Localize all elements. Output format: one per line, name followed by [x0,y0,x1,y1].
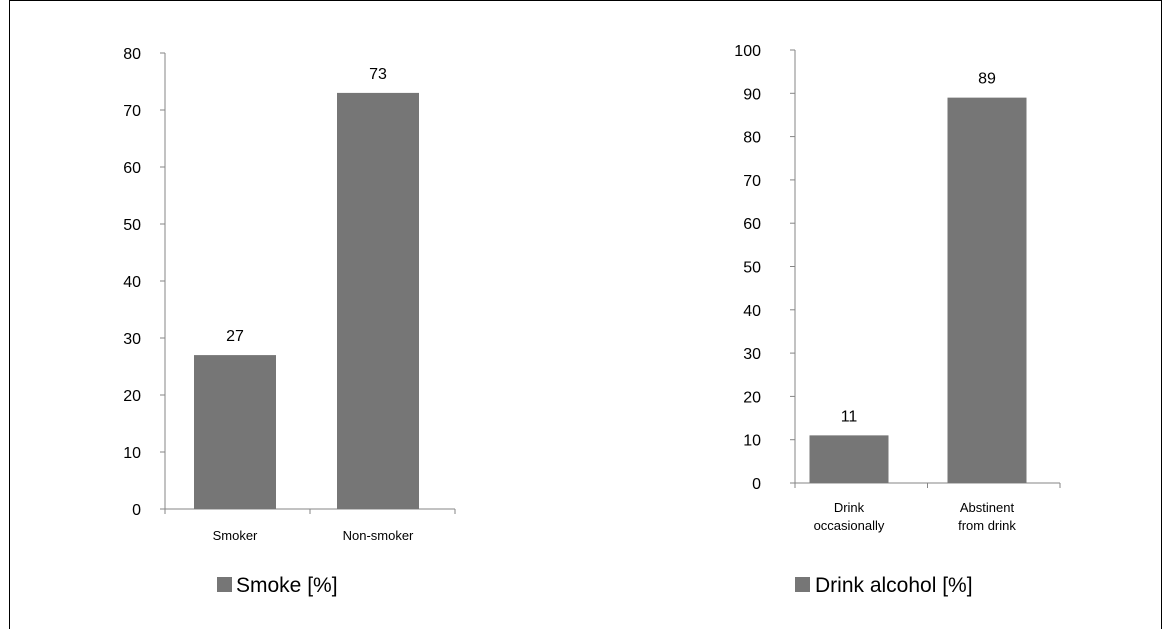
category-label: Non-smoker [343,528,414,543]
y-tick-label: 100 [734,43,761,60]
y-tick-label: 0 [132,502,141,519]
y-tick-label: 70 [123,103,141,120]
legend-swatch [217,577,232,592]
y-tick-label: 60 [743,216,761,233]
smoke-chart: 0 10 20 30 40 50 60 70 80 27 Smoker 73 Non-smoker Smo… [123,46,456,597]
y-tick-label: 20 [743,389,761,406]
category-label-line: Drink [834,500,865,515]
y-tick-label: 90 [743,86,761,103]
y-tick-label: 40 [123,274,141,291]
y-tick-label: 60 [123,160,141,177]
y-tick-label: 80 [743,130,761,147]
legend-label: Smoke [%] [236,574,338,597]
y-tick-label: 0 [752,476,761,493]
y-tick-label: 30 [743,346,761,363]
category-label-line: occasionally [814,518,885,533]
y-tick-label: 30 [123,331,141,348]
category-label-line: Abstinent [960,500,1015,515]
y-tick-label: 10 [123,445,141,462]
y-tick-label: 20 [123,388,141,405]
y-tick-label: 50 [123,217,141,234]
figure-frame [9,0,1162,629]
bar [809,435,889,483]
bar [947,97,1027,483]
y-tick-label: 50 [743,260,761,277]
category-label-line: Non-smoker [343,528,414,543]
category-label-line: Smoker [213,528,258,543]
data-label: 73 [369,66,387,83]
category-label: Smoker [213,528,258,543]
data-label: 11 [841,408,858,425]
y-tick-label: 80 [123,46,141,63]
legend-label: Drink alcohol [%] [815,574,973,597]
legend-swatch [795,577,810,592]
category-label: Abstinent from drink [958,500,1016,533]
data-label: 89 [978,71,996,88]
y-tick-label: 40 [743,303,761,320]
category-label: Drink occasionally [814,500,885,533]
category-label-line: from drink [958,518,1016,533]
y-tick-label: 70 [743,173,761,190]
y-tick-label: 10 [743,433,761,450]
data-label: 27 [226,328,244,345]
drink-alcohol-chart: 0 10 20 30 40 50 60 70 80 90 100 11 Drink occasionall… [734,43,1061,597]
bar [194,355,276,509]
bar [337,92,419,510]
